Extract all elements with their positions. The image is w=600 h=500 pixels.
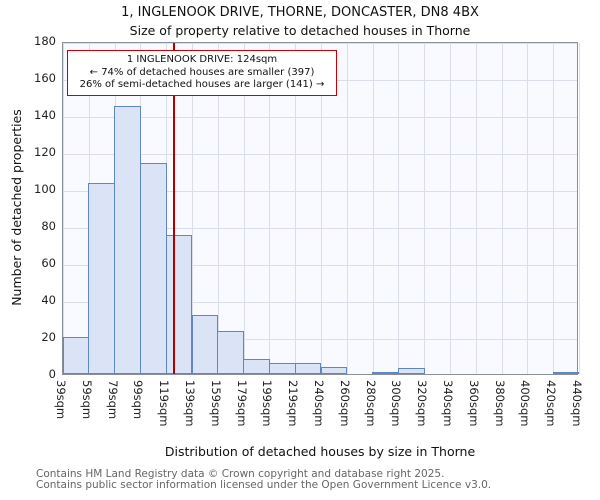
x-tick-label: 280sqm: [363, 380, 378, 427]
gridline-horizontal: [63, 154, 577, 155]
x-tick-label: 240sqm: [312, 380, 326, 427]
gridline-vertical: [217, 43, 219, 374]
bar-219sqm: [294, 362, 322, 374]
x-tick-label: 199sqm: [260, 380, 275, 427]
annotation-line-2: ← 74% of detached houses are smaller (39…: [89, 66, 315, 78]
footer-line-1: Contains HM Land Registry data © Crown c…: [36, 468, 445, 480]
bar-280sqm: [372, 372, 399, 374]
gridline-vertical: [372, 43, 374, 374]
y-tick-label: 160: [34, 71, 56, 85]
x-tick-label: 139sqm: [183, 380, 197, 427]
bar-179sqm: [243, 359, 270, 374]
gridline-vertical: [450, 43, 451, 374]
gridline-vertical: [424, 43, 426, 374]
gridline-vertical: [553, 43, 555, 374]
x-tick-label: 320sqm: [415, 380, 430, 427]
x-axis-title: Distribution of detached houses by size …: [164, 444, 476, 459]
bar-39sqm: [62, 337, 90, 374]
y-tick-label: 180: [34, 34, 56, 48]
x-tick-label: 99sqm: [131, 380, 146, 420]
bar-159sqm: [217, 331, 245, 374]
x-tick-label: 260sqm: [337, 380, 352, 427]
x-tick-label: 39sqm: [54, 380, 68, 420]
x-tick-label: 159sqm: [208, 380, 223, 427]
x-tick-label: 219sqm: [286, 380, 301, 427]
y-tick-label: 120: [34, 145, 56, 159]
gridline-vertical: [579, 43, 580, 374]
gridline-vertical: [321, 43, 322, 374]
bar-139sqm: [191, 314, 219, 374]
gridline-horizontal: [63, 117, 577, 118]
x-tick-label: 360sqm: [466, 380, 481, 427]
gridline-vertical: [192, 43, 193, 374]
x-tick-label: 400sqm: [518, 380, 533, 427]
bar-300sqm: [397, 368, 425, 374]
y-tick-label: 40: [41, 293, 56, 307]
y-axis-title: Number of detached properties: [9, 109, 24, 306]
y-tick-label: 140: [34, 108, 56, 122]
bar-420sqm: [552, 372, 580, 374]
annotation-box: 1 INGLENOOK DRIVE: 124sqm ← 74% of detac…: [67, 50, 337, 96]
bar-99sqm: [139, 163, 167, 374]
y-tick-label: 100: [34, 182, 56, 196]
gridline-vertical: [166, 43, 168, 374]
annotation-line-1: 1 INGLENOOK DRIVE: 124sqm: [126, 54, 278, 65]
x-tick-label: 59sqm: [79, 380, 94, 420]
gridline-vertical: [475, 43, 477, 374]
property-size-marker-line: [172, 43, 175, 374]
plot-area: 1 INGLENOOK DRIVE: 124sqm ← 74% of detac…: [62, 42, 580, 375]
gridline-vertical: [295, 43, 297, 374]
x-tick-label: 79sqm: [105, 380, 120, 420]
bar-199sqm: [268, 362, 296, 374]
annotation-line-3: 26% of semi-detached houses are larger (…: [79, 79, 325, 90]
y-tick-label: 80: [41, 219, 56, 233]
bar-79sqm: [114, 105, 141, 374]
x-tick-label: 340sqm: [441, 380, 455, 427]
gridline-vertical: [63, 43, 64, 374]
gridline-horizontal: [63, 265, 577, 266]
y-tick-label: 20: [41, 330, 56, 344]
chart-subtitle: Size of property relative to detached ho…: [129, 23, 471, 38]
gridline-vertical: [243, 43, 245, 374]
x-tick-label: 119sqm: [157, 380, 172, 427]
chart-title: 1, INGLENOOK DRIVE, THORNE, DONCASTER, D…: [121, 5, 479, 20]
x-tick-label: 179sqm: [234, 380, 249, 427]
gridline-horizontal: [63, 339, 577, 340]
gridline-horizontal: [63, 228, 577, 229]
x-tick-label: 440sqm: [570, 380, 584, 427]
gridline-vertical: [398, 43, 400, 374]
gridline-vertical: [269, 43, 271, 374]
y-tick-label: 0: [48, 367, 56, 381]
gridline-horizontal: [63, 43, 577, 44]
gridline-vertical: [346, 43, 348, 374]
gridline-vertical: [501, 43, 503, 374]
x-tick-label: 420sqm: [544, 380, 559, 427]
footer-line-2: Contains public sector information licen…: [36, 479, 492, 491]
gridline-horizontal: [63, 302, 577, 303]
gridline-horizontal: [63, 191, 577, 192]
bar-59sqm: [88, 183, 116, 374]
bar-240sqm: [320, 366, 348, 374]
y-tick-label: 60: [41, 256, 56, 270]
gridline-vertical: [527, 43, 529, 374]
bar-119sqm: [165, 235, 193, 374]
x-tick-label: 380sqm: [492, 380, 507, 427]
x-tick-label: 300sqm: [389, 380, 404, 427]
